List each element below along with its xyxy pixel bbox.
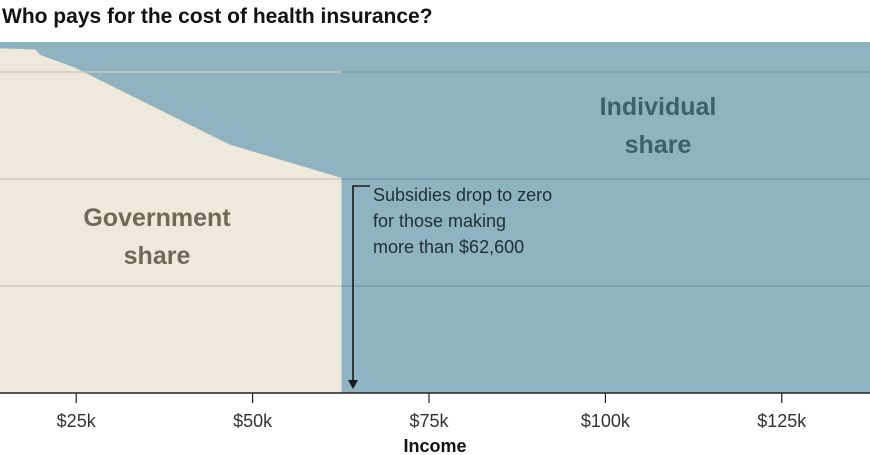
annotation-arrow-line — [352, 185, 370, 382]
individual-share-label: share — [625, 131, 692, 159]
x-tick-label: $125k — [757, 411, 807, 431]
individual-share-label: Individual — [600, 93, 717, 121]
x-tick-label: $25k — [57, 411, 97, 431]
annotation-text: Subsidies drop to zero — [373, 185, 552, 205]
annotation-text: more than $62,600 — [373, 237, 524, 257]
x-tick-label: $75k — [409, 411, 449, 431]
government-share-label: share — [124, 242, 191, 270]
annotation-text: for those making — [373, 211, 506, 231]
government-share-area — [0, 48, 342, 394]
government-share-label: Government — [83, 204, 231, 232]
x-axis-label: Income — [403, 436, 466, 455]
chart-title: Who pays for the cost of health insuranc… — [2, 5, 433, 28]
x-tick-label: $50k — [233, 411, 273, 431]
x-tick-label: $100k — [581, 411, 631, 431]
arrowhead-icon — [348, 380, 358, 389]
